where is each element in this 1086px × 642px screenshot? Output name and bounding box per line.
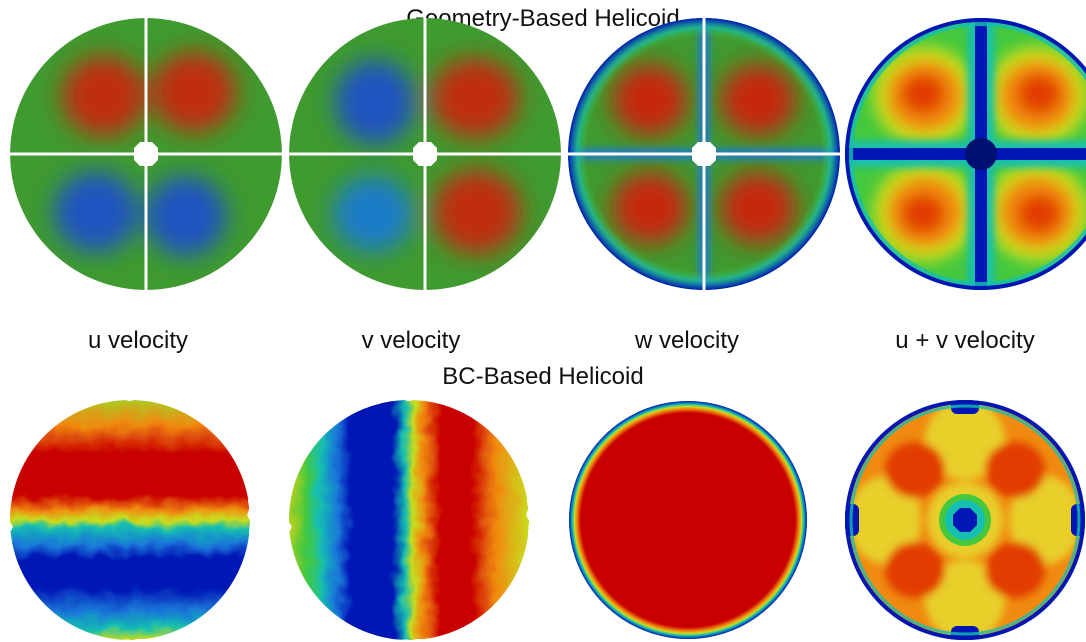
label-v-velocity: v velocity xyxy=(361,327,461,354)
bc-u-velocity-plot xyxy=(10,400,250,640)
bc-v-velocity-plot xyxy=(289,400,529,640)
bc-uv-velocity-plot xyxy=(845,400,1085,640)
label-w-velocity: w velocity xyxy=(634,327,740,354)
bc-based-title: BC-Based Helicoid xyxy=(442,363,644,390)
label-u-velocity: u velocity xyxy=(87,327,189,354)
bc-w-velocity-plot xyxy=(569,401,807,639)
geometry-w-velocity-plot xyxy=(568,18,840,290)
geometry-v-velocity-plot xyxy=(289,18,561,290)
geometry-u-velocity-plot xyxy=(10,18,282,290)
label-uv-velocity: u + v velocity xyxy=(895,327,1035,354)
geometry-uv-velocity-plot xyxy=(845,18,1086,290)
